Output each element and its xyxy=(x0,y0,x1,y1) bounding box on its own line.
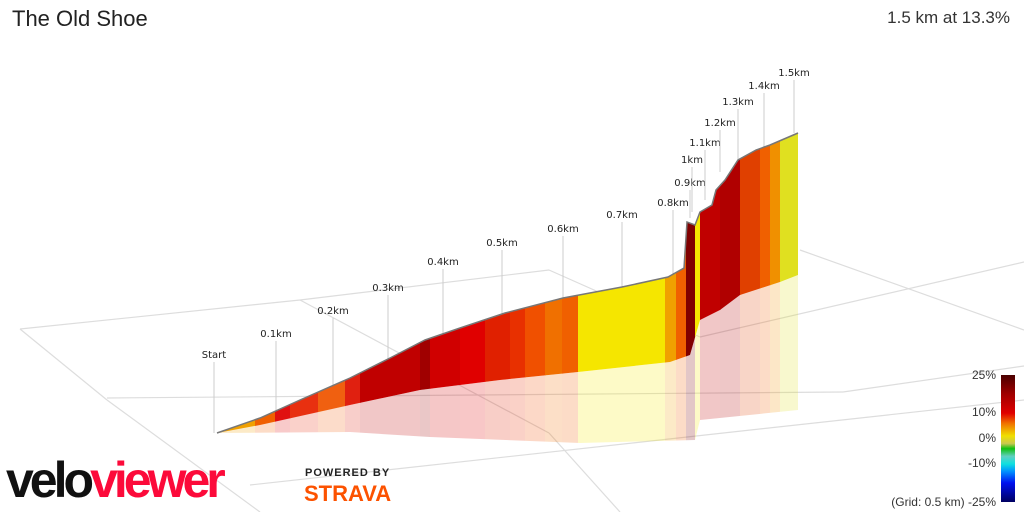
reflection-segment xyxy=(695,275,701,443)
reflection-segment xyxy=(676,275,687,443)
distance-marker-label: 0.2km xyxy=(317,306,348,317)
distance-marker-label: 0.6km xyxy=(547,224,578,235)
distance-markers: Start 0.1km 0.2km 0.3km 0.4km 0.5km 0.6km 0.7km… xyxy=(202,68,810,433)
reflection-segment xyxy=(780,275,798,443)
gradient-segment xyxy=(760,133,771,433)
distance-marker-label: 1.5km xyxy=(778,68,809,79)
distance-marker-label: 0.1km xyxy=(260,329,291,340)
grid-line xyxy=(249,399,1024,486)
gradient-segment xyxy=(665,133,677,433)
scale-tick-0: 0% xyxy=(978,431,996,445)
grid-label: (Grid: 0.5 km) xyxy=(891,495,965,509)
scale-tick-minus25: (Grid: 0.5 km) -25% xyxy=(891,495,996,509)
gradient-segment xyxy=(770,133,781,433)
reflection-segment xyxy=(686,275,696,443)
distance-marker-label: 1.2km xyxy=(704,118,735,129)
distance-marker-label: 1km xyxy=(681,155,703,166)
distance-marker-label: 0.9km xyxy=(674,178,705,189)
grid-line xyxy=(299,269,550,301)
segment-title: The Old Shoe xyxy=(12,6,148,31)
grid-line xyxy=(842,365,1024,393)
reflection-segment xyxy=(255,275,276,443)
grid-line xyxy=(19,328,108,401)
grid-line xyxy=(799,249,1024,331)
veloviewer-logo: veloviewer xyxy=(6,452,226,508)
scale-tick-10: 10% xyxy=(971,405,996,419)
distance-marker-label: 0.5km xyxy=(486,238,517,249)
gradient-segment xyxy=(345,133,361,433)
gradient-color-scale xyxy=(1001,375,1015,502)
logo-viewer: viewer xyxy=(90,452,226,508)
grid-line xyxy=(699,261,1024,338)
scale-tick-minus25-value: -25% xyxy=(967,495,996,509)
distance-marker-label: 1.4km xyxy=(748,81,779,92)
distance-marker-label: 0.8km xyxy=(657,198,688,209)
gradient-segment xyxy=(318,133,346,433)
strava-logo: STRAVA xyxy=(304,481,392,506)
reflection-segment xyxy=(770,275,781,443)
gradient-segment xyxy=(275,133,291,433)
reflection-segment xyxy=(318,275,346,443)
grid-line xyxy=(548,432,621,512)
reflection-segment xyxy=(740,275,761,443)
distance-marker-label: 0.7km xyxy=(606,210,637,221)
distance-marker-label: 0.3km xyxy=(372,283,403,294)
grid-line xyxy=(106,391,844,399)
grid-line xyxy=(19,299,301,330)
reflection-segment xyxy=(275,275,291,443)
scale-tick-25: 25% xyxy=(971,368,996,382)
grid-line xyxy=(106,399,261,512)
distance-marker-label: 1.1km xyxy=(689,138,720,149)
logo-velo: velo xyxy=(6,452,94,508)
distance-marker-label: 0.4km xyxy=(427,257,458,268)
reflection-segment xyxy=(290,275,319,443)
reflection-segment xyxy=(345,275,361,443)
gradient-segment xyxy=(255,133,276,433)
powered-by-label: POWERED BY xyxy=(305,467,391,479)
gradient-segment xyxy=(695,133,701,433)
reflection-segment xyxy=(760,275,771,443)
profile-top-edge xyxy=(216,132,799,434)
gradient-segment xyxy=(686,133,696,433)
scale-tick-minus10: -10% xyxy=(967,456,996,470)
distance-marker-label: Start xyxy=(202,350,227,361)
distance-marker-label: 1.3km xyxy=(722,97,753,108)
gradient-segment xyxy=(676,133,687,433)
reflection-segment xyxy=(720,275,741,443)
segment-summary: 1.5 km at 13.3% xyxy=(887,8,1010,27)
